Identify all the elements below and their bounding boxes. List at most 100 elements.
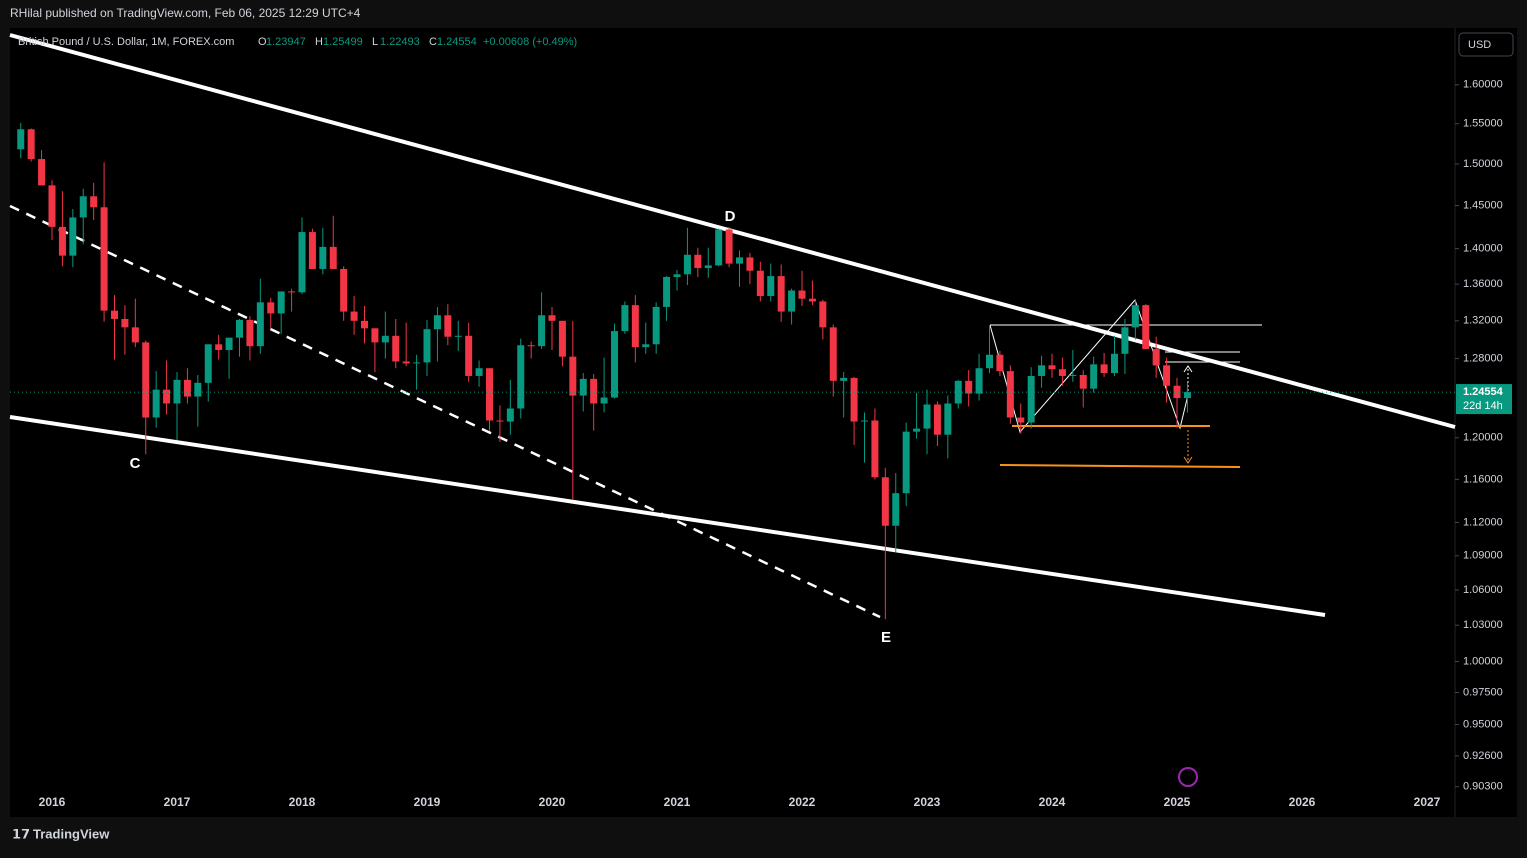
- x-tick-label: 2025: [1164, 795, 1191, 809]
- candle-body: [840, 377, 848, 381]
- candle-body: [777, 276, 785, 312]
- candle-body: [413, 362, 421, 364]
- candle-body: [444, 315, 452, 337]
- candle-body: [1173, 385, 1181, 399]
- candle-body: [673, 274, 681, 277]
- y-tick-label: 1.09000: [1463, 550, 1503, 562]
- candle-body: [558, 320, 566, 357]
- candle-body: [1183, 392, 1191, 399]
- y-tick-label: 0.90300: [1463, 781, 1503, 793]
- legend-label: H: [315, 36, 323, 48]
- candle-body: [944, 403, 952, 435]
- candle-body: [90, 196, 98, 208]
- candle-body: [38, 159, 46, 186]
- countdown: 22d 14h: [1463, 400, 1503, 412]
- candle-body: [902, 431, 910, 494]
- x-tick-label: 2017: [164, 795, 191, 809]
- x-tick-label: 2019: [414, 795, 441, 809]
- candle-body: [1058, 369, 1066, 376]
- x-tick-label: 2023: [914, 795, 941, 809]
- candle-body: [517, 345, 525, 409]
- candle-body: [1027, 375, 1035, 423]
- x-tick-label: 2018: [289, 795, 316, 809]
- annotation: D: [725, 208, 736, 225]
- event-icon[interactable]: [1178, 767, 1198, 787]
- candle-body: [1111, 353, 1118, 374]
- candle-body: [725, 229, 733, 264]
- candle-body: [694, 254, 702, 269]
- candle-body: [433, 315, 441, 330]
- candle-body: [350, 311, 358, 321]
- candle-body: [683, 254, 691, 275]
- candle-body: [1100, 364, 1108, 374]
- y-tick-label: 1.16000: [1463, 473, 1503, 485]
- dashed-line: [9, 204, 881, 619]
- candle-body: [486, 368, 493, 421]
- candle-body: [1069, 374, 1077, 376]
- candle-body: [256, 302, 264, 347]
- y-tick-label: 1.60000: [1463, 79, 1503, 91]
- candle-body: [277, 291, 285, 314]
- candle-body: [111, 310, 118, 319]
- candle-body: [600, 397, 608, 404]
- candle-body: [246, 319, 254, 347]
- y-tick-label: 1.00000: [1463, 655, 1503, 667]
- candle-body: [69, 217, 77, 256]
- candle-body: [975, 368, 983, 394]
- chart-title: British Pound / U.S. Dollar, 1M, FOREX.c…: [18, 36, 234, 48]
- candles: [17, 122, 1191, 620]
- candle-body: [79, 196, 87, 218]
- candle-body: [298, 232, 306, 293]
- x-tick-label: 2026: [1289, 795, 1316, 809]
- candle-body: [225, 337, 233, 350]
- candle-body: [788, 290, 796, 312]
- y-tick-label: 1.40000: [1463, 243, 1503, 255]
- legend-value: 1.24554: [437, 36, 477, 48]
- x-tick-label: 2024: [1039, 795, 1066, 809]
- candle-body: [871, 420, 879, 478]
- candle-body: [17, 129, 25, 150]
- candle-body: [527, 345, 535, 347]
- y-tick-label: 1.36000: [1463, 278, 1503, 290]
- candle-body: [48, 185, 56, 227]
- y-tick-label: 0.95000: [1463, 718, 1503, 730]
- candle-body: [736, 257, 743, 264]
- candle-body: [663, 276, 671, 307]
- y-tick-label: 1.50000: [1463, 158, 1503, 170]
- candle-body: [819, 301, 827, 328]
- legend-label: O: [258, 36, 267, 48]
- legend-value: 1.22493: [380, 36, 420, 48]
- candle-body: [913, 428, 921, 432]
- candle-body: [496, 420, 504, 422]
- candle-body: [1163, 365, 1171, 386]
- candle-body: [569, 356, 577, 396]
- y-tick-label: 1.28000: [1463, 352, 1503, 364]
- candle-body: [881, 477, 889, 526]
- candle-body: [371, 328, 379, 343]
- x-tick-label: 2021: [664, 795, 691, 809]
- candle-body: [475, 368, 483, 376]
- candle-body: [642, 344, 650, 348]
- candle-body: [923, 404, 931, 429]
- orange-level: [999, 464, 1241, 468]
- currency: USD: [1468, 39, 1491, 51]
- candle-body: [142, 342, 150, 418]
- candle-body: [381, 335, 389, 343]
- legend-value: 1.25499: [323, 36, 363, 48]
- candle-body: [1131, 305, 1139, 328]
- candle-body: [308, 232, 316, 269]
- brand-logo: 𝟭𝟳: [12, 826, 30, 841]
- candle-body: [611, 331, 618, 398]
- candle-body: [986, 354, 993, 369]
- currency-button[interactable]: [1458, 32, 1514, 57]
- candle-body: [319, 246, 327, 269]
- y-tick-label: 0.97500: [1463, 686, 1503, 698]
- price-label-box: [1456, 384, 1512, 415]
- candle-body: [340, 268, 348, 312]
- candle-body: [121, 318, 129, 328]
- candle-body: [548, 315, 556, 321]
- candle-body: [1048, 365, 1056, 370]
- candle-body: [423, 329, 431, 363]
- candle-body: [808, 298, 816, 302]
